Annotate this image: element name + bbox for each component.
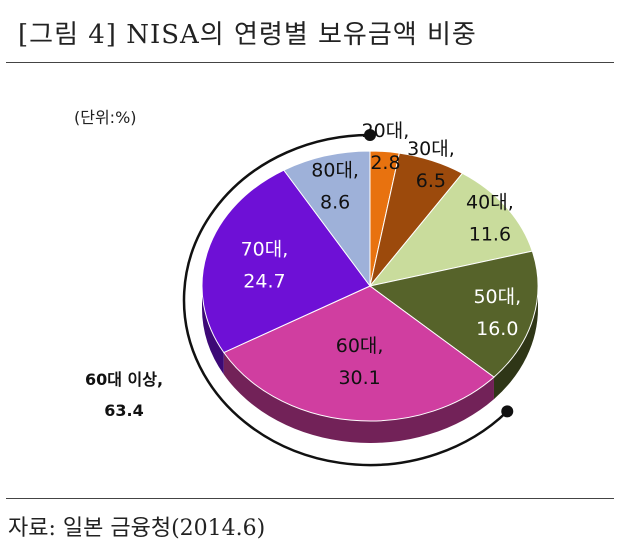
unit-label: (단위:%): [74, 108, 137, 127]
pie-label-category-3: 40대,: [466, 192, 514, 214]
pie-label-category-2: 30대,: [407, 138, 455, 160]
pie-slice-4: [368, 250, 539, 378]
pie-label-6: 70대, 24.7: [241, 239, 289, 293]
group-bracket-end-dot: [364, 129, 376, 141]
pie-label-value-6: 24.7: [243, 271, 285, 293]
pie-slice-3: [368, 172, 533, 287]
pie-slice-side-5: [223, 352, 494, 443]
pie-label-2: 30대, 6.5: [407, 138, 455, 192]
pie-depth: [202, 286, 538, 443]
pie-label-category-7: 80대,: [311, 159, 359, 181]
source-rule: [6, 498, 614, 499]
pie-label-value-2: 6.5: [416, 170, 446, 192]
source-note: 자료: 일본 금융청(2014.6): [8, 516, 266, 541]
pie-label-category-5: 60대,: [336, 335, 384, 357]
pie-slice-side-6: [202, 286, 224, 375]
pie-label-value-7: 8.6: [320, 191, 350, 213]
pie-label-5: 60대, 30.1: [336, 335, 384, 389]
group-bracket-start-dot: [501, 405, 514, 418]
pie-label-value-4: 16.0: [476, 318, 518, 340]
figure-title: [그림 4] NISA의 연령별 보유금액 비중: [18, 20, 477, 50]
pie-label-1: 20대, 2.8: [362, 120, 410, 174]
group-annotation-label: 60대 이상,: [84, 370, 164, 389]
pie-label-7: 80대, 8.6: [311, 159, 359, 213]
pie-label-3: 40대, 11.6: [466, 192, 514, 246]
pie-label-category-6: 70대,: [241, 239, 289, 261]
group-annotation: 60대 이상, 63.4: [62, 364, 186, 426]
group-bracket-arc: [182, 133, 509, 467]
pie-label-category-1: 20대,: [362, 120, 410, 142]
pie-label-category-4: 50대,: [473, 286, 521, 308]
pie-slice-side-4: [493, 286, 538, 400]
pie-slice-7: [283, 150, 371, 288]
group-annotation-value: 63.4: [104, 401, 144, 420]
pie-slice-5: [223, 285, 495, 422]
pie-label-value-5: 30.1: [338, 367, 380, 389]
title-rule: [6, 62, 614, 63]
pie-label-value-1: 2.8: [370, 152, 400, 174]
pie-labels: 20대, 2.8 30대, 6.5 40대, 11.6 50대, 16.0 60대, 30.1 70…: [241, 120, 522, 389]
pie-label-4: 50대, 16.0: [473, 286, 521, 340]
pie-slice-6: [201, 169, 371, 354]
pie-label-value-3: 11.6: [469, 224, 511, 246]
pie-slices: [201, 150, 539, 422]
